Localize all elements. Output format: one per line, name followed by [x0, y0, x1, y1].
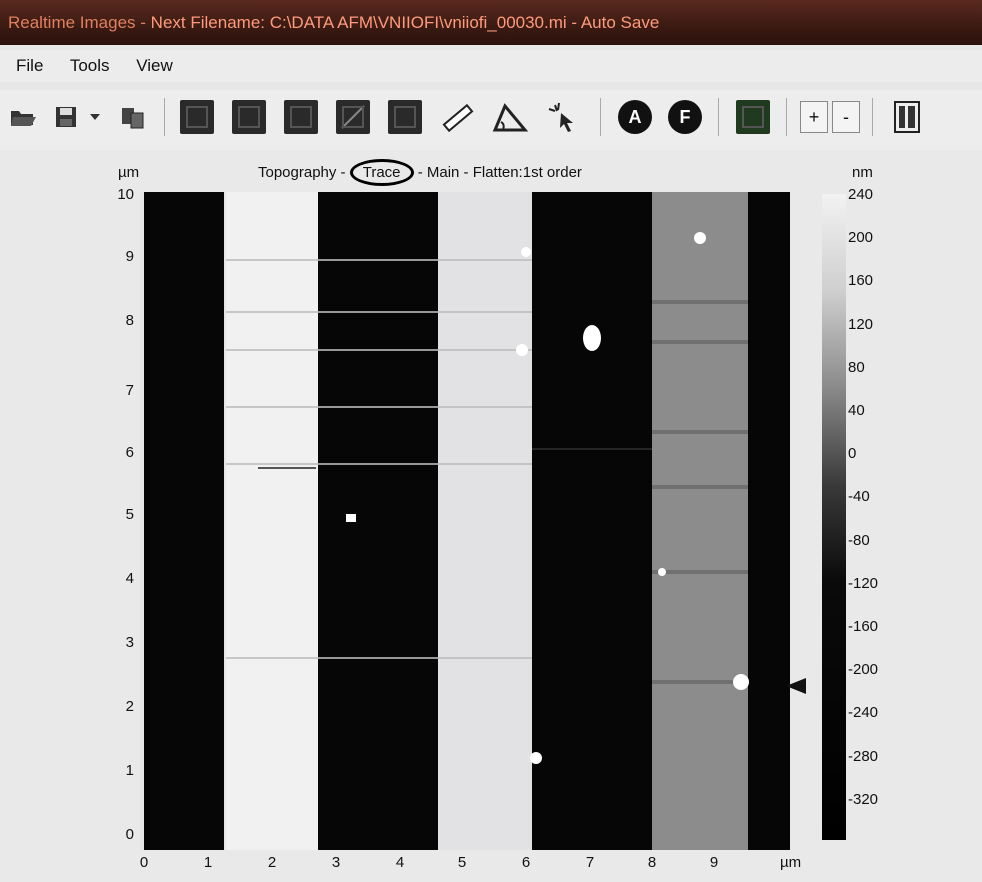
zoom-out-button[interactable]: -: [832, 100, 860, 134]
x-tick-label: 4: [395, 854, 405, 871]
y-tick-label: 8: [125, 312, 134, 329]
toolbar-separator: [718, 98, 719, 136]
auto-a-button[interactable]: A: [618, 100, 652, 134]
cursor-sparkle-icon[interactable]: [546, 100, 580, 134]
light-stripe: [226, 192, 318, 850]
x-tick-label: 5: [457, 854, 467, 871]
toolbar-separator: [786, 98, 787, 136]
particle: [521, 247, 531, 257]
menu-view[interactable]: View: [136, 56, 173, 75]
y-tick-label: 3: [125, 634, 134, 651]
region-select-icon[interactable]: [388, 100, 422, 134]
y-tick-label: 10: [117, 186, 134, 203]
particle: [346, 514, 356, 522]
dark-stripe: [748, 192, 790, 850]
trace-highlight-circle: Trace: [349, 159, 414, 186]
menu-tools[interactable]: Tools: [69, 56, 110, 75]
image-title-channel: Topography -: [258, 164, 350, 181]
colorbar-tick-label: -40: [848, 488, 870, 506]
colorbar-tick-label: -80: [848, 531, 870, 549]
x-tick-label: 9: [709, 854, 719, 871]
y-tick-label: 4: [125, 570, 134, 587]
colorbar-tick-label: 200: [848, 229, 874, 247]
spectrum-panel-icon[interactable]: [890, 100, 924, 134]
toolbar-separator: [600, 98, 601, 136]
particle: [516, 344, 528, 356]
line-profile-icon[interactable]: [232, 100, 266, 134]
particle: [658, 568, 666, 576]
particle: [530, 752, 542, 764]
colorbar-tick-label: -200: [848, 661, 879, 679]
dark-stripe: [532, 192, 652, 850]
ruler-icon[interactable]: [440, 100, 476, 134]
dark-stripe: [318, 192, 438, 850]
zoom-out-label: -: [832, 101, 860, 133]
y-tick-label: 9: [125, 248, 134, 265]
x-tick-label: 0: [139, 854, 149, 871]
zoom-in-label: +: [800, 101, 828, 133]
y-tick-label: 6: [125, 444, 134, 461]
scan-image-icon[interactable]: [180, 100, 214, 134]
colorbar-tick-label: -240: [848, 704, 879, 722]
colorbar-tick-label: 120: [848, 315, 874, 333]
x-tick-label: 7: [585, 854, 595, 871]
colorbar-tick-label: 40: [848, 402, 865, 419]
colorbar-tick-label: -280: [848, 747, 879, 765]
grid-toggle-icon[interactable]: [736, 100, 770, 134]
y-tick-label: 2: [125, 698, 134, 715]
colorbar-tick-label: -160: [848, 618, 879, 635]
colorbar-tick-label: 240: [848, 186, 874, 203]
copy-icon[interactable]: [118, 100, 148, 134]
menu-file[interactable]: File: [16, 56, 44, 75]
window-title-bar: Realtime Images - Next Filename: C:\DATA…: [0, 0, 982, 45]
colorbar-tick-label: 80: [848, 358, 865, 376]
y-axis-unit: µm: [118, 164, 140, 181]
save-icon[interactable]: [52, 100, 80, 134]
auto-a-label: A: [618, 100, 652, 134]
colorbar-gradient: [822, 194, 846, 840]
y-tick-label: 5: [125, 506, 134, 523]
colorbar-tick-label: -320: [848, 790, 879, 808]
open-folder-icon[interactable]: [8, 100, 38, 134]
x-tick-label: 6: [521, 854, 531, 871]
colorbar-unit: nm: [852, 164, 873, 181]
toolbar: A F + -: [0, 90, 982, 150]
angle-measure-icon[interactable]: [490, 100, 530, 134]
particle: [733, 674, 749, 690]
zoom-in-button[interactable]: +: [800, 100, 828, 134]
x-tick-label: 2: [267, 854, 277, 871]
x-tick-label: 3: [331, 854, 341, 871]
x-axis-unit: µm: [780, 854, 802, 871]
image-title-rest: - Main - Flatten:1st order: [413, 164, 582, 181]
y-tick-label: 1: [125, 762, 134, 779]
image-title: Topography - Trace - Main - Flatten:1st …: [258, 159, 582, 186]
toolbar-separator: [164, 98, 165, 136]
image-title-trace: Trace: [362, 164, 401, 181]
colorbar-tick-label: 0: [848, 445, 857, 463]
toolbar-separator: [872, 98, 873, 136]
auto-f-label: F: [668, 100, 702, 134]
x-tick-label: 8: [647, 854, 657, 871]
topography-image[interactable]: [140, 192, 790, 850]
colorbar-tick-label: 160: [848, 272, 874, 290]
x-tick-label: 1: [203, 854, 213, 871]
diagonal-line-icon[interactable]: [336, 100, 370, 134]
y-tick-label: 7: [125, 382, 134, 399]
colorbar-marker-icon[interactable]: [786, 678, 806, 694]
dark-stripe: [144, 192, 224, 850]
image-view: Topography - Trace - Main - Flatten:1st …: [0, 150, 982, 882]
light-stripe: [438, 192, 532, 850]
particle: [694, 232, 706, 244]
gray-stripe: [652, 192, 748, 850]
window-title-prefix: Realtime Images -: [8, 13, 151, 32]
menu-bar: File Tools View: [0, 50, 982, 82]
auto-f-button[interactable]: F: [668, 100, 702, 134]
particle: [583, 325, 601, 351]
y-tick-label: 0: [125, 826, 134, 843]
window-title-filename: Next Filename: C:\DATA AFM\VNIIOFI\vniio…: [150, 13, 660, 32]
zoom-region-icon[interactable]: [284, 100, 318, 134]
dropdown-arrow-icon[interactable]: [88, 100, 102, 134]
colorbar-tick-label: -120: [848, 574, 879, 592]
